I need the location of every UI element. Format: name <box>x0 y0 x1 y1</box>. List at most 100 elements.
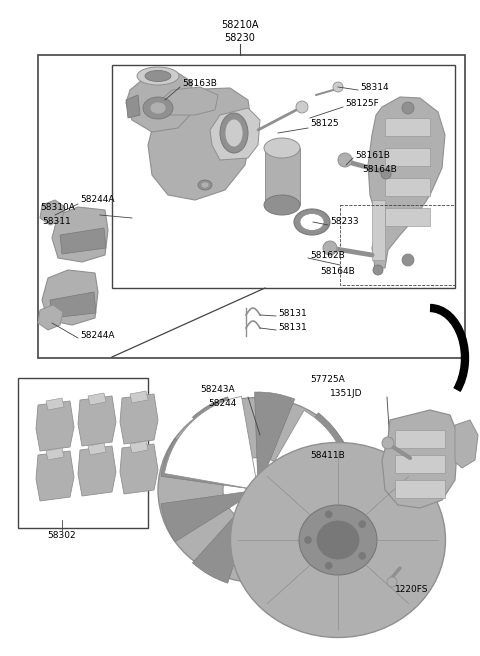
Ellipse shape <box>158 398 358 583</box>
Polygon shape <box>46 398 64 410</box>
Text: 58311: 58311 <box>42 218 71 226</box>
Polygon shape <box>210 108 260 160</box>
Circle shape <box>338 153 352 167</box>
Text: 58210A: 58210A <box>221 20 259 30</box>
Text: 58164B: 58164B <box>320 268 355 276</box>
Bar <box>112 65 455 288</box>
Ellipse shape <box>317 521 359 559</box>
Ellipse shape <box>299 505 377 575</box>
Wedge shape <box>192 397 258 490</box>
Circle shape <box>402 102 414 114</box>
Wedge shape <box>165 396 258 490</box>
Text: 58310A: 58310A <box>40 203 75 213</box>
Wedge shape <box>161 490 258 542</box>
Bar <box>395 455 445 473</box>
Polygon shape <box>158 87 218 115</box>
Polygon shape <box>382 410 458 508</box>
Circle shape <box>304 537 312 544</box>
Bar <box>38 55 465 358</box>
Ellipse shape <box>223 457 293 522</box>
Text: 58162B: 58162B <box>310 251 345 260</box>
Bar <box>385 118 430 136</box>
Text: 58244A: 58244A <box>80 331 115 340</box>
Circle shape <box>296 101 308 113</box>
Polygon shape <box>148 88 252 200</box>
Text: 58163B: 58163B <box>182 79 217 87</box>
Wedge shape <box>192 490 258 583</box>
Bar <box>18 378 148 528</box>
Polygon shape <box>120 394 158 444</box>
Wedge shape <box>258 410 347 490</box>
Polygon shape <box>455 420 478 468</box>
Text: 58131: 58131 <box>278 323 307 333</box>
Ellipse shape <box>198 180 212 190</box>
Wedge shape <box>258 490 351 584</box>
Circle shape <box>382 437 394 449</box>
Polygon shape <box>265 148 300 205</box>
Polygon shape <box>368 97 445 268</box>
Circle shape <box>325 511 332 518</box>
Bar <box>385 148 430 166</box>
Polygon shape <box>88 393 106 405</box>
Polygon shape <box>130 391 148 403</box>
Ellipse shape <box>137 67 179 85</box>
Circle shape <box>387 577 397 587</box>
Text: 58131: 58131 <box>278 308 307 318</box>
Text: 58125: 58125 <box>310 119 338 129</box>
Polygon shape <box>88 443 106 455</box>
Ellipse shape <box>220 113 248 153</box>
Ellipse shape <box>264 195 300 215</box>
Ellipse shape <box>294 209 330 235</box>
Polygon shape <box>40 200 65 225</box>
Text: 1351JD: 1351JD <box>330 390 362 398</box>
Bar <box>395 480 445 498</box>
Polygon shape <box>52 207 108 262</box>
Circle shape <box>359 552 366 560</box>
Polygon shape <box>46 448 64 460</box>
Ellipse shape <box>264 138 300 158</box>
Polygon shape <box>38 305 63 330</box>
Circle shape <box>359 521 366 527</box>
Circle shape <box>323 241 337 255</box>
Circle shape <box>402 254 414 266</box>
Text: 58314: 58314 <box>360 83 389 91</box>
Text: 58164B: 58164B <box>362 165 397 174</box>
Text: 58233: 58233 <box>330 218 359 226</box>
Bar <box>395 430 445 448</box>
Ellipse shape <box>150 102 166 114</box>
Polygon shape <box>36 401 74 451</box>
Ellipse shape <box>201 182 209 188</box>
Polygon shape <box>78 446 116 496</box>
Polygon shape <box>120 444 158 494</box>
Circle shape <box>373 265 383 275</box>
Ellipse shape <box>300 213 324 230</box>
Circle shape <box>381 169 391 179</box>
Polygon shape <box>42 270 98 325</box>
Text: 58244: 58244 <box>208 398 236 407</box>
Polygon shape <box>126 95 140 118</box>
Ellipse shape <box>143 97 173 119</box>
Polygon shape <box>60 228 106 254</box>
Ellipse shape <box>265 522 315 558</box>
Polygon shape <box>130 441 148 453</box>
Text: 58302: 58302 <box>48 531 76 539</box>
Text: 58161B: 58161B <box>355 150 390 159</box>
Wedge shape <box>254 392 295 490</box>
Polygon shape <box>50 292 96 318</box>
Bar <box>385 208 430 226</box>
Ellipse shape <box>230 443 445 638</box>
Bar <box>385 178 430 196</box>
Ellipse shape <box>145 70 171 81</box>
Text: 1220FS: 1220FS <box>395 586 429 594</box>
Wedge shape <box>258 413 345 490</box>
Text: 57725A: 57725A <box>310 375 345 384</box>
Text: 58243A: 58243A <box>200 386 235 394</box>
Text: 58244A: 58244A <box>80 195 115 205</box>
Text: 58411B: 58411B <box>310 451 345 459</box>
Ellipse shape <box>225 119 243 147</box>
Text: 58125F: 58125F <box>345 98 379 108</box>
Circle shape <box>325 562 332 569</box>
Circle shape <box>333 82 343 92</box>
Text: 58230: 58230 <box>225 33 255 43</box>
Polygon shape <box>78 396 116 446</box>
